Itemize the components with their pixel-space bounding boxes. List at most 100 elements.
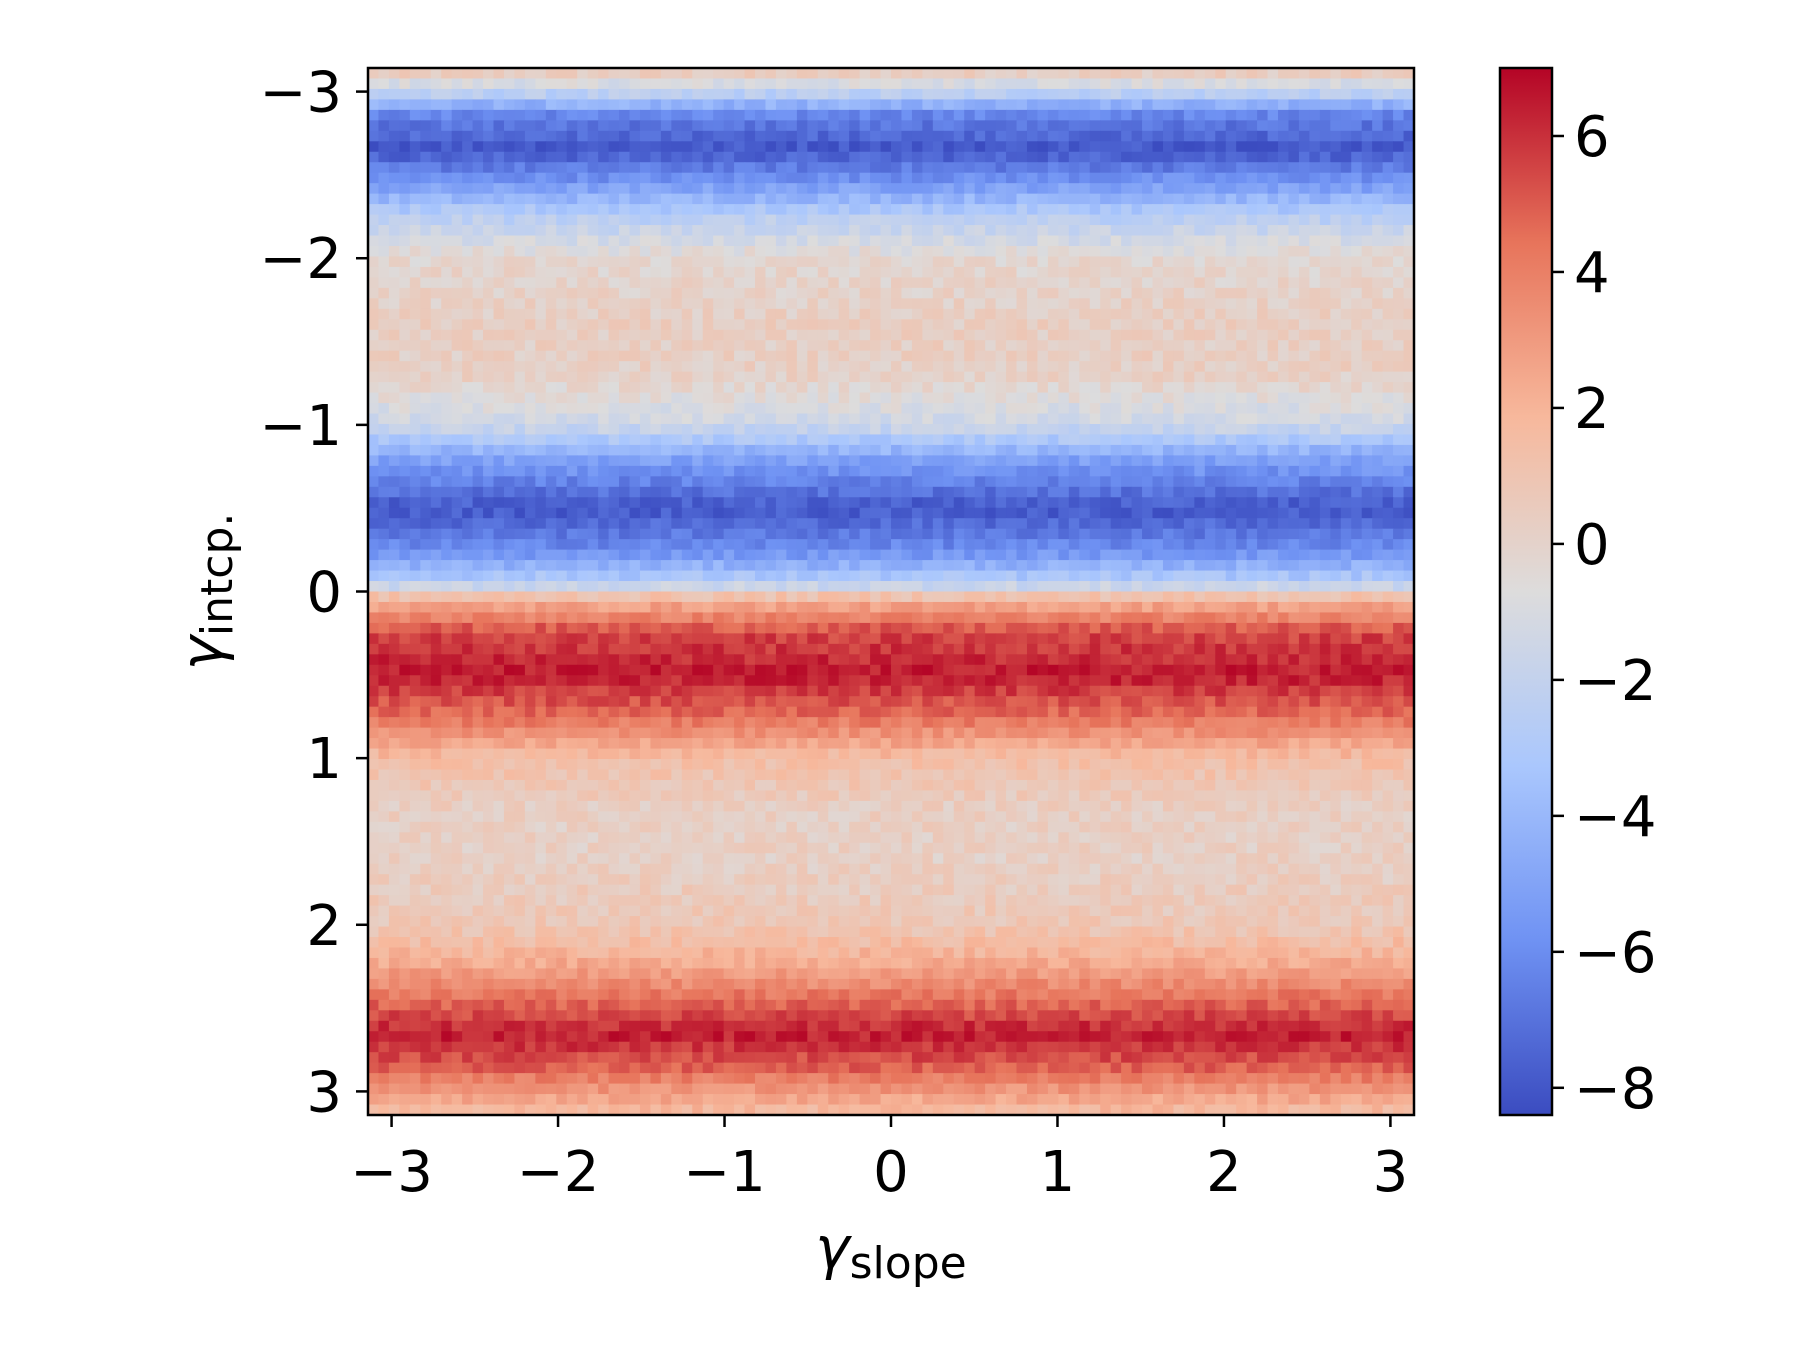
heatmap-cell [451,560,463,572]
heatmap-cell [807,371,819,383]
heatmap-cell [1278,277,1290,289]
heatmap-cell [838,193,850,205]
heatmap-cell [1330,99,1342,111]
heatmap-cell [1382,308,1394,320]
heatmap-cell [911,518,923,530]
heatmap-cell [587,225,599,237]
heatmap-cell [1110,570,1122,582]
heatmap-cell [1309,308,1321,320]
heatmap-cell [556,382,568,394]
heatmap-cell [1361,183,1373,195]
heatmap-cell [1047,298,1059,310]
heatmap-cell [1152,549,1164,561]
heatmap-cell [368,413,380,425]
heatmap-cell [441,109,453,121]
heatmap-cell [1236,465,1248,477]
heatmap-cell [828,486,840,498]
heatmap-cell [629,225,641,237]
heatmap-cell [995,172,1007,184]
heatmap-cell [388,361,400,373]
heatmap-cell [901,109,913,121]
heatmap-cell [1183,382,1195,394]
heatmap-cell [974,350,986,362]
heatmap-cell [1016,235,1028,247]
heatmap-cell [1026,266,1039,278]
heatmap-cell [1236,444,1248,456]
heatmap-cell [1403,361,1415,373]
heatmap-cell [1183,120,1195,132]
heatmap-cell [1089,109,1101,121]
heatmap-cell [1068,130,1080,142]
heatmap-cell [1340,298,1352,310]
heatmap-cell [1016,486,1028,498]
heatmap-cell [1403,78,1415,90]
heatmap-cell [1183,298,1195,310]
heatmap-cell [953,109,965,121]
heatmap-cell [430,235,442,247]
heatmap-cell [870,68,882,80]
heatmap-cell [1236,235,1248,247]
heatmap-cell [556,99,568,111]
heatmap-cell [953,549,965,561]
heatmap-cell [1215,413,1227,425]
heatmap-cell [619,455,631,467]
heatmap-cell [1257,204,1269,216]
heatmap-cell [702,172,714,184]
heatmap-cell [891,151,903,163]
heatmap-cell [1152,183,1164,195]
heatmap-cell [1257,413,1269,425]
heatmap-cell [1047,172,1059,184]
heatmap-cell [692,256,704,268]
heatmap-cell [692,539,704,551]
heatmap-cell [828,151,840,163]
heatmap-cell [995,193,1007,205]
heatmap-cell [483,308,495,320]
heatmap-cell [1068,99,1080,111]
heatmap-cell [765,455,777,467]
heatmap-cell [1236,329,1248,341]
heatmap-cell [503,78,516,90]
heatmap-cell [388,68,400,80]
heatmap-cell [1016,141,1028,153]
heatmap-cell [1288,329,1300,341]
heatmap-cell [483,225,495,237]
heatmap-cell [943,130,955,142]
heatmap-cell [420,549,432,561]
heatmap-cell [1016,78,1028,90]
heatmap-cell [368,518,380,530]
heatmap-cell [556,245,568,258]
heatmap-cell [1330,497,1342,509]
heatmap-cell [692,245,704,258]
heatmap-cell [713,141,725,153]
heatmap-cell [451,266,463,278]
heatmap-cell [420,455,432,467]
heatmap-cell [734,141,746,153]
heatmap-cell [629,549,641,561]
heatmap-cell [891,497,903,509]
heatmap-cell [462,99,474,111]
heatmap-cell [587,308,599,320]
heatmap-cell [388,298,400,310]
heatmap-cell [849,382,861,394]
heatmap-cell [755,172,767,184]
heatmap-cell [441,204,453,216]
heatmap-cell [1340,88,1352,101]
heatmap-cell [430,486,442,498]
heatmap-cell [1361,361,1373,373]
heatmap-cell [817,88,829,101]
heatmap-cell [796,539,808,551]
heatmap-cell [368,329,380,341]
heatmap-cell [441,183,453,195]
heatmap-cell [1026,350,1039,362]
heatmap-cell [1058,225,1070,237]
heatmap-cell [660,560,672,572]
heatmap-cell [472,308,484,320]
heatmap-cell [441,214,453,226]
heatmap-cell [932,507,944,519]
heatmap-cell [639,109,652,121]
heatmap-cell [734,172,746,184]
heatmap-cell [1194,382,1206,394]
heatmap-cell [1288,476,1300,488]
heatmap-cell [399,88,411,101]
heatmap-cell [671,497,683,509]
